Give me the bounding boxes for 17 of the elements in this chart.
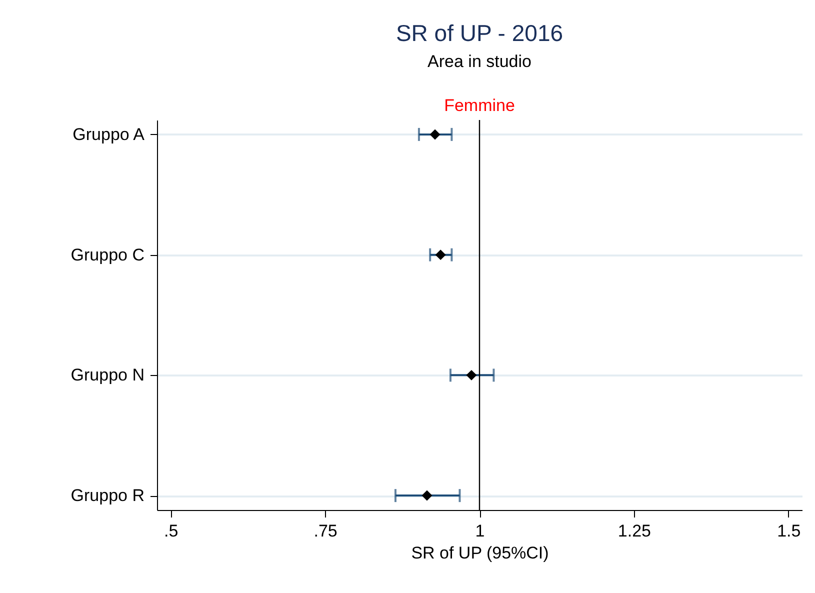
chart-title: SR of UP - 2016: [396, 20, 564, 46]
y-tick-label: Gruppo N: [70, 366, 144, 385]
point: [422, 490, 432, 501]
point: [466, 370, 477, 380]
y-tick-label: Gruppo A: [72, 124, 146, 144]
x-tick-label: .75: [314, 522, 338, 540]
y-tick-label: Gruppo C: [70, 245, 144, 264]
text: Femmine: [444, 96, 515, 115]
y-tick-label: Gruppo R: [70, 486, 144, 506]
point: [435, 250, 446, 260]
x-tick-label: .5: [164, 522, 178, 540]
chart-subtitle: Area in studio: [428, 52, 532, 71]
x-tick-label: 1.25: [618, 522, 651, 540]
x-axis-title: SR of UP (95%CI): [411, 544, 549, 562]
x-tick-label: 1: [475, 522, 485, 540]
point: [430, 129, 440, 140]
x-tick-label: 1.5: [777, 522, 801, 540]
